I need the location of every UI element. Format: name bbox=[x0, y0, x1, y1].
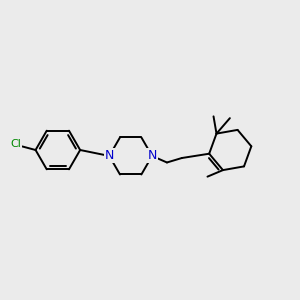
Text: N: N bbox=[105, 149, 114, 162]
Text: N: N bbox=[147, 149, 157, 162]
Text: Cl: Cl bbox=[10, 139, 21, 149]
